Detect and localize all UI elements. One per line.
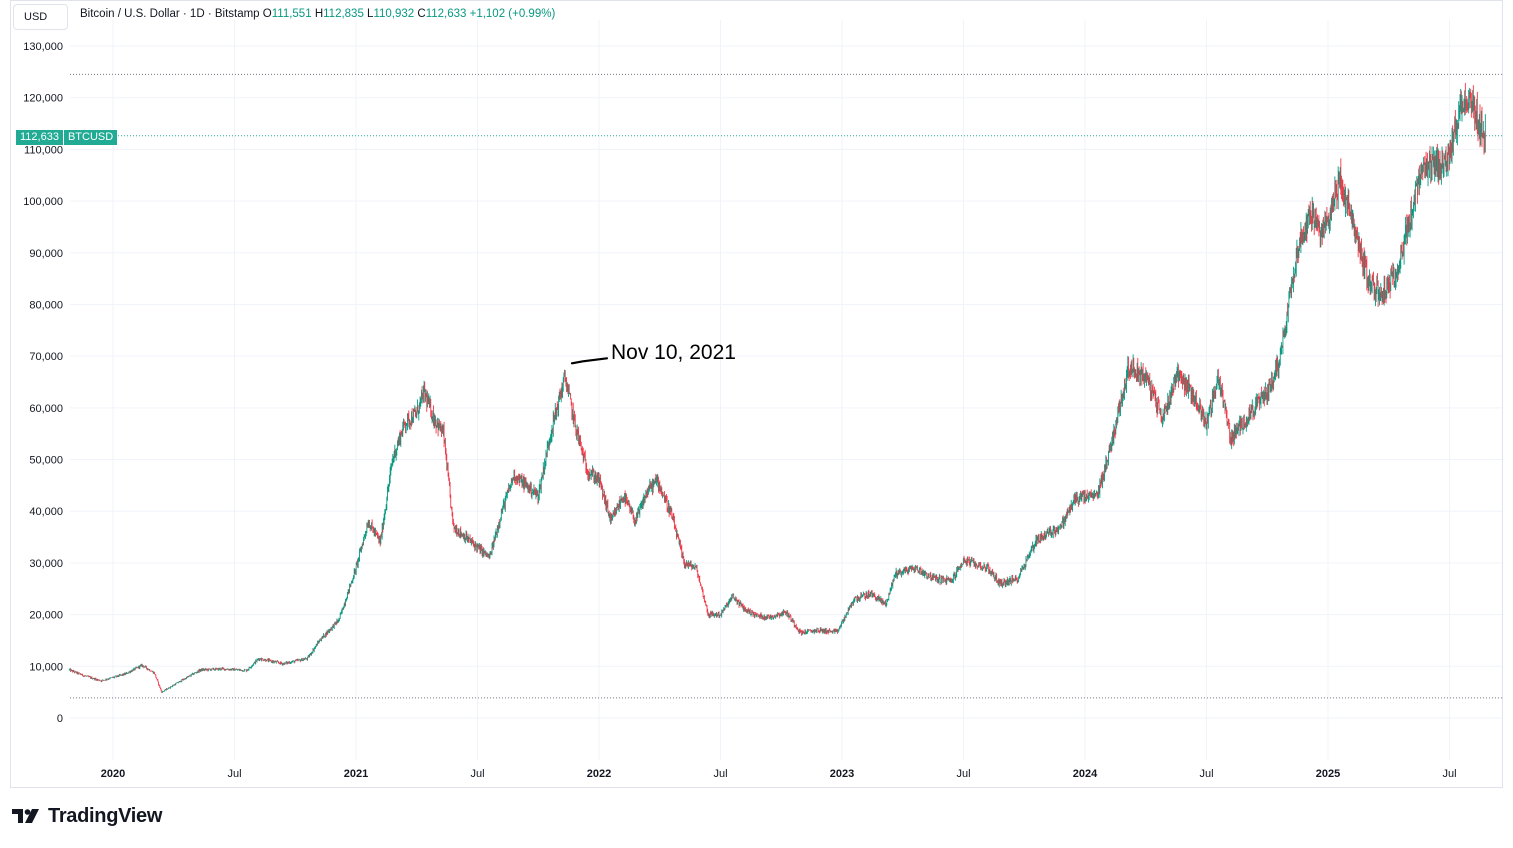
x-tick-label: 2022 [587, 768, 611, 780]
symbol-title[interactable]: Bitcoin / U.S. Dollar · 1D · Bitstamp [80, 8, 260, 20]
reference-lines [70, 73, 1502, 699]
currency-label: USD [24, 11, 48, 23]
y-tick-label: 70,000 [29, 351, 63, 363]
tradingview-logo-icon [12, 808, 39, 823]
x-tick-label: 2021 [344, 768, 368, 780]
tradingview-logo[interactable]: TradingView [12, 805, 162, 828]
x-tick-label: Jul [227, 768, 241, 780]
y-tick-label: 80,000 [29, 299, 63, 311]
logo-text: TradingView [48, 805, 163, 827]
last-price-symbol: BTCUSD [63, 130, 118, 145]
grid-lines [70, 20, 1502, 760]
annotation-pen-stroke [570, 357, 609, 365]
y-tick-label: 110,000 [24, 144, 63, 156]
y-tick-label: 20,000 [29, 610, 63, 622]
ohlc-open-value: 111,551 [271, 8, 312, 20]
annotation-marks [570, 357, 609, 365]
ohlc-high-value: 112,835 [323, 8, 364, 20]
x-tick-label: Jul [713, 768, 727, 780]
ohlc-low-value: 110,932 [373, 8, 415, 20]
y-tick-label: 30,000 [29, 558, 63, 570]
currency-selector[interactable]: USD [13, 4, 68, 30]
chart-frame [10, 0, 1503, 788]
y-tick-label: 10,000 [29, 661, 63, 673]
y-tick-label: 50,000 [29, 455, 63, 467]
y-tick-label: 40,000 [29, 506, 63, 518]
symbol-legend: Bitcoin / U.S. Dollar · 1D · Bitstamp O1… [80, 8, 555, 20]
change-value: +1,102 (+0.99%) [469, 8, 556, 20]
y-tick-label: 120,000 [23, 93, 63, 105]
chart-canvas[interactable]: 0 10,000 20,000 30,000 40,000 50,000 60,000 70,… [0, 0, 1513, 790]
y-tick-label: 0 [57, 713, 63, 725]
x-tick-label: 2025 [1316, 768, 1340, 780]
y-tick-label: 60,000 [29, 403, 63, 415]
x-tick-label: Jul [1442, 768, 1456, 780]
y-tick-label: 100,000 [23, 196, 63, 208]
x-tick-label: Jul [956, 768, 970, 780]
annotation-text: Nov 10, 2021 [611, 341, 736, 364]
x-tick-label: Jul [1199, 768, 1213, 780]
ohlc-close-value: 112,633 [425, 8, 467, 20]
ohlc-high-key: H [314, 8, 324, 20]
ohlc-close-key: C [417, 8, 426, 20]
x-tick-label: 2020 [101, 768, 125, 780]
ohlc-low-key: L [367, 8, 374, 20]
last-price-value: 112,633 [16, 130, 63, 145]
x-tick-label: 2024 [1073, 768, 1098, 780]
y-tick-label: 130,000 [23, 41, 63, 53]
ohlc-open-key: O [262, 8, 272, 20]
y-axis: 0 10,000 20,000 30,000 40,000 50,000 60,000 70,… [23, 41, 63, 725]
candle-series [68, 82, 1486, 694]
x-tick-label: Jul [470, 768, 484, 780]
x-tick-label: 2023 [830, 768, 854, 780]
x-axis: 2020 Jul 2021 Jul 2022 Jul 2023 Jul 2024 Jul 2025 J… [101, 768, 1457, 780]
y-tick-label: 90,000 [29, 248, 63, 260]
last-price-tag: 112,633 BTCUSD [16, 130, 118, 145]
